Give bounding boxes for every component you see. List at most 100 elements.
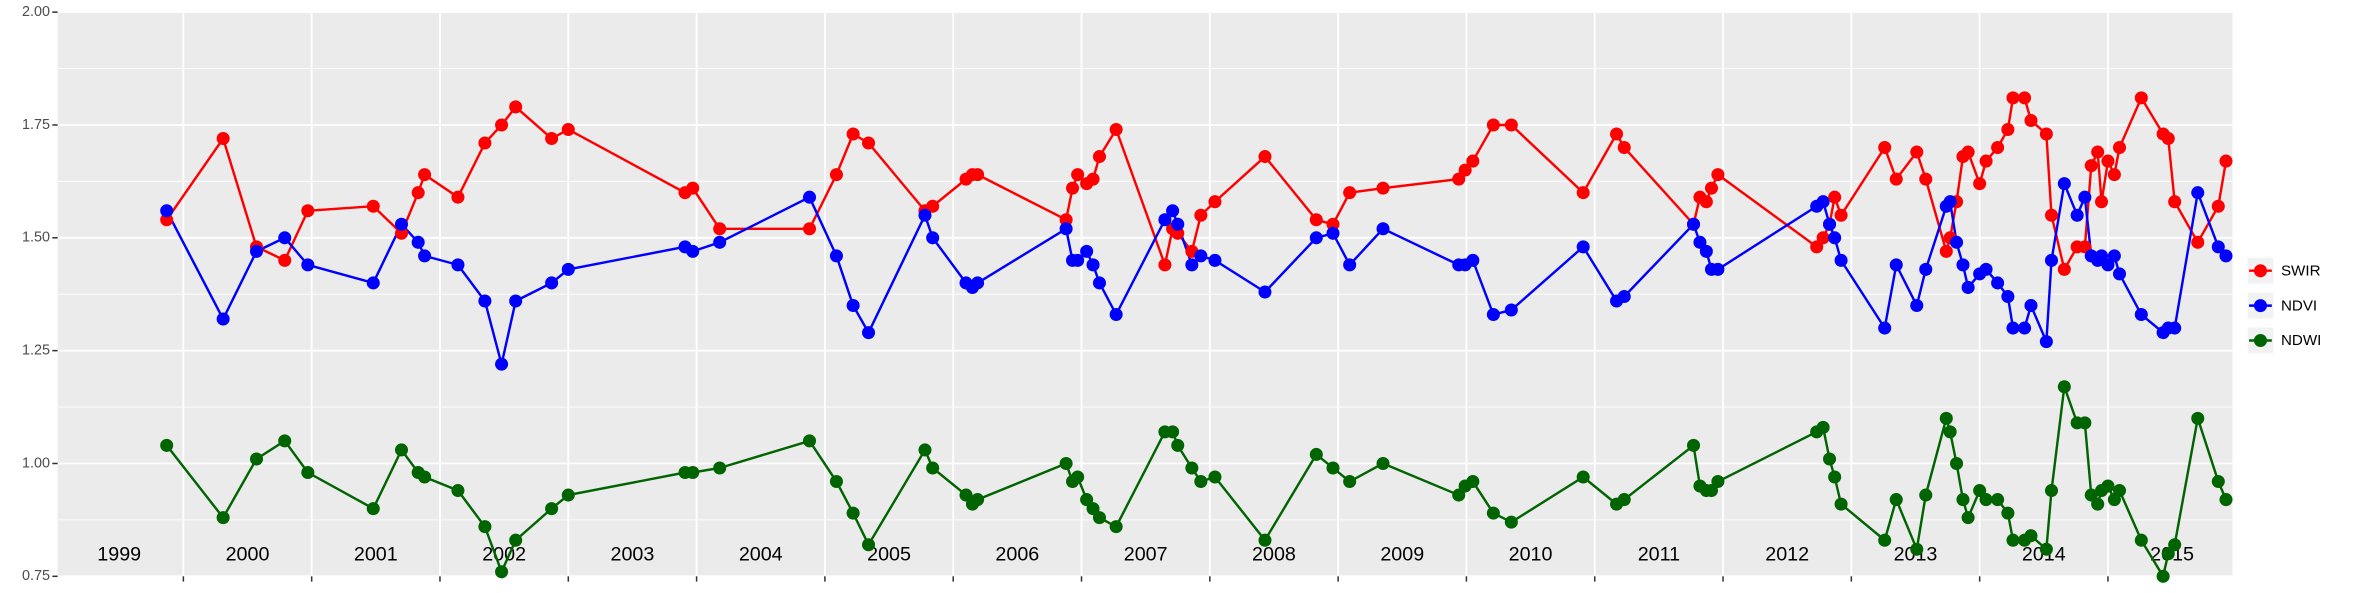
point: [2057, 177, 2071, 191]
point: [2039, 542, 2053, 556]
point: [1309, 231, 1323, 245]
point: [2006, 91, 2020, 105]
year-label: 1999: [97, 543, 141, 565]
year-label: 2011: [1638, 543, 1680, 565]
point: [1171, 217, 1185, 231]
point: [2168, 538, 2182, 552]
point: [495, 357, 509, 371]
point: [278, 434, 292, 448]
point: [1687, 438, 1701, 452]
point: [846, 506, 860, 520]
point: [2039, 335, 2053, 349]
point: [1158, 213, 1172, 227]
point: [1823, 452, 1837, 466]
point: [1343, 475, 1357, 489]
point: [216, 131, 230, 146]
point: [1943, 195, 1957, 209]
point: [249, 244, 264, 258]
point: [2095, 249, 2109, 263]
point: [1309, 213, 1323, 227]
point: [1950, 456, 1964, 470]
point: [561, 262, 575, 276]
y-tick-label: 1.25: [22, 342, 50, 358]
point: [713, 235, 727, 249]
point: [2070, 208, 2084, 222]
point: [1185, 258, 1199, 272]
point: [2112, 267, 2127, 281]
point: [1699, 195, 1713, 209]
point: [1704, 181, 1719, 195]
point: [1071, 470, 1085, 484]
point: [2191, 235, 2205, 249]
legend-point: [2253, 333, 2267, 348]
point: [366, 199, 380, 213]
point: [1504, 515, 1518, 529]
point: [1194, 249, 1208, 263]
point: [1092, 511, 1106, 525]
point: [1939, 244, 1953, 258]
point: [1810, 240, 1824, 254]
point: [1704, 484, 1719, 498]
point: [713, 461, 727, 475]
point: [418, 470, 432, 484]
y-tick-label: 0.75: [22, 568, 50, 584]
point: [1194, 475, 1208, 489]
point: [1092, 150, 1106, 164]
point: [2091, 497, 2105, 511]
point: [1071, 168, 1085, 182]
point: [1816, 420, 1830, 434]
point: [561, 488, 575, 502]
point: [545, 502, 559, 516]
point: [1208, 253, 1222, 267]
point: [846, 127, 860, 141]
point: [1961, 145, 1975, 159]
point: [2161, 547, 2175, 561]
point: [1458, 163, 1472, 177]
point: [1158, 258, 1172, 272]
point: [1910, 145, 1924, 159]
point: [1071, 253, 1085, 267]
point: [495, 118, 509, 132]
point: [2024, 113, 2038, 127]
point: [1610, 127, 1624, 141]
point: [846, 298, 860, 313]
y-tick-label: 1.75: [22, 117, 50, 133]
point: [249, 452, 264, 466]
point: [1711, 475, 1725, 489]
point: [2101, 154, 2115, 168]
point: [478, 294, 492, 308]
point: [829, 168, 843, 182]
point: [1466, 475, 1480, 489]
point: [2112, 484, 2127, 498]
point: [1979, 262, 1993, 276]
point: [160, 204, 174, 218]
point: [802, 434, 817, 448]
point: [1687, 217, 1701, 231]
point: [216, 511, 230, 525]
point: [1961, 280, 1975, 294]
point: [1452, 172, 1466, 186]
point: [301, 258, 315, 272]
point: [1086, 172, 1100, 186]
legend-label: SWIR: [2281, 262, 2321, 279]
point: [1080, 244, 1094, 258]
point: [1878, 141, 1892, 155]
point: [2161, 131, 2175, 146]
point: [971, 493, 985, 507]
point: [1376, 456, 1390, 470]
point: [1576, 470, 1590, 484]
point: [1816, 231, 1830, 245]
year-label: 2009: [1380, 543, 1424, 565]
point: [1258, 150, 1272, 164]
point: [1376, 181, 1390, 195]
point: [2191, 186, 2205, 200]
point: [2078, 190, 2092, 204]
point: [478, 136, 492, 150]
point: [1956, 258, 1970, 272]
point: [1109, 308, 1123, 322]
y-tick-label: 2.00: [22, 4, 50, 20]
legend-label: NDWI: [2281, 332, 2321, 349]
point: [829, 475, 843, 489]
point: [278, 253, 292, 267]
